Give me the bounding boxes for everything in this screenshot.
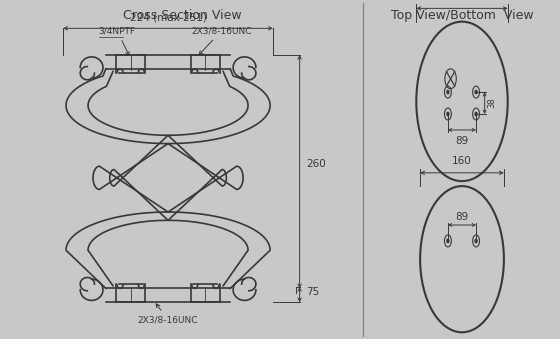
Text: Top View/Bottom  View: Top View/Bottom View [391, 8, 533, 21]
Text: 160: 160 [452, 0, 472, 2]
Text: 260: 260 [306, 159, 326, 169]
Text: 160: 160 [452, 156, 472, 166]
Text: 89: 89 [455, 136, 469, 146]
Text: Cross Section View: Cross Section View [123, 8, 241, 21]
Text: 224 (max 251): 224 (max 251) [129, 12, 207, 22]
Circle shape [475, 112, 477, 116]
Text: 38: 38 [487, 98, 496, 108]
Circle shape [475, 91, 477, 94]
Circle shape [447, 112, 449, 116]
Text: 2X3/8-16UNC: 2X3/8-16UNC [191, 26, 251, 55]
Circle shape [447, 239, 449, 243]
Text: 2X3/8-16UNC: 2X3/8-16UNC [138, 304, 198, 324]
Text: 3/4NPTF: 3/4NPTF [99, 26, 136, 55]
Circle shape [475, 239, 477, 243]
Circle shape [447, 91, 449, 94]
Text: 75: 75 [306, 287, 319, 297]
Text: 89: 89 [455, 212, 469, 222]
